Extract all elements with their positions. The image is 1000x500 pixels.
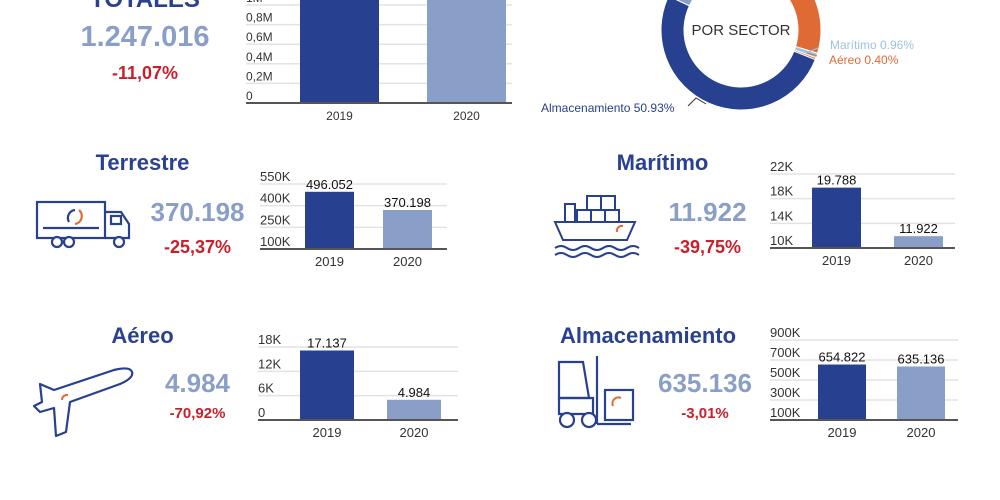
- almacenamiento-change: -3,01%: [681, 405, 729, 422]
- y-tick-label: 0,2M: [246, 69, 273, 83]
- bar-2020: [383, 209, 432, 249]
- data-label: 654.822: [819, 350, 866, 365]
- data-label: 370.198: [384, 195, 431, 210]
- x-tick-label: 2020: [453, 109, 480, 123]
- x-tick-label: 2020: [904, 253, 933, 268]
- x-tick-label: 2019: [822, 253, 851, 268]
- bar-2019: [300, 0, 379, 103]
- leader-line: [806, 52, 818, 57]
- forklift-icon: [557, 356, 635, 429]
- ship-icon: [553, 195, 640, 258]
- slice-otros: [675, 0, 694, 7]
- y-tick-label: 100K: [260, 234, 291, 249]
- bar-2020: [427, 0, 506, 103]
- y-tick-label: 500K: [770, 365, 801, 380]
- aereo-title: Aéreo: [111, 323, 174, 348]
- bar-2020: [387, 399, 441, 420]
- y-tick-label: 0,8M: [246, 11, 273, 25]
- y-tick-label: 0: [246, 89, 253, 103]
- almacenamiento-value: 635.136: [658, 368, 752, 398]
- y-tick-label: 0,4M: [246, 50, 273, 64]
- x-tick-label: 2020: [400, 425, 429, 440]
- data-label: 496.052: [306, 177, 353, 192]
- y-tick-label: 100K: [770, 405, 801, 420]
- y-tick-label: 700K: [770, 345, 801, 360]
- x-tick-label: 2020: [393, 254, 422, 269]
- data-label: 19.788: [817, 173, 857, 188]
- x-tick-label: 2019: [315, 254, 344, 269]
- y-tick-label: 1M: [246, 0, 263, 5]
- bar-2020: [897, 366, 945, 420]
- y-tick-label: 6K: [258, 381, 274, 396]
- airplane-icon: [32, 367, 134, 438]
- y-tick-label: 12K: [258, 356, 281, 371]
- truck-icon: [35, 200, 131, 249]
- y-tick-label: 250K: [260, 212, 291, 227]
- data-label: 17.137: [307, 335, 347, 350]
- y-tick-label: 550K: [260, 169, 291, 184]
- x-tick-label: 2019: [326, 109, 353, 123]
- bar-2019: [818, 364, 866, 420]
- label-maritimo: Marítimo 0.96%: [830, 38, 915, 52]
- bar-2019: [305, 191, 354, 249]
- aereo-value: 4.984: [164, 368, 231, 398]
- y-tick-label: 0: [258, 405, 265, 420]
- slice-almacenamiento: [660, 0, 816, 111]
- donut-chart: [660, 0, 822, 111]
- y-tick-label: 18K: [770, 184, 793, 199]
- maritimo-value: 11.922: [668, 197, 747, 227]
- data-label: 635.136: [898, 351, 945, 366]
- y-tick-label: 18K: [258, 332, 281, 347]
- y-tick-label: 0,6M: [246, 30, 273, 44]
- y-tick-label: 900K: [770, 325, 801, 340]
- terrestre-change: -25,37%: [163, 237, 232, 257]
- data-label: 11.922: [899, 221, 938, 236]
- data-label: 4.984: [398, 385, 431, 400]
- x-tick-label: 2020: [907, 425, 936, 440]
- x-tick-label: 2019: [313, 425, 342, 440]
- y-tick-label: 14K: [770, 208, 793, 223]
- y-tick-label: 22K: [770, 159, 793, 174]
- donut-center-label: POR SECTOR: [691, 22, 791, 39]
- y-tick-label: 300K: [770, 385, 801, 400]
- maritimo-change: -39,75%: [673, 237, 742, 257]
- bar-2019: [812, 187, 861, 248]
- y-tick-label: 400K: [260, 191, 291, 206]
- terrestre-value: 370.198: [150, 197, 245, 227]
- x-tick-label: 2019: [828, 425, 857, 440]
- leader-line: [687, 97, 707, 107]
- terrestre-title: Terrestre: [95, 150, 190, 175]
- almacenamiento-title: Almacenamiento: [559, 323, 737, 348]
- leader-line: [807, 47, 819, 53]
- bar-2020: [894, 236, 943, 248]
- totales-value: 1.247.016: [80, 21, 210, 53]
- totales-change: -11,07%: [111, 63, 179, 83]
- totales-title: TOTALES: [60, 0, 230, 14]
- aereo-change: -70,92%: [169, 405, 226, 422]
- y-tick-label: 10K: [770, 233, 793, 248]
- maritimo-title: Marítimo: [616, 150, 709, 175]
- label-almacenamiento: Almacenamiento 50.93%: [541, 101, 675, 115]
- bar-2019: [300, 350, 354, 420]
- label-aereo: Aéreo 0.40%: [829, 53, 899, 67]
